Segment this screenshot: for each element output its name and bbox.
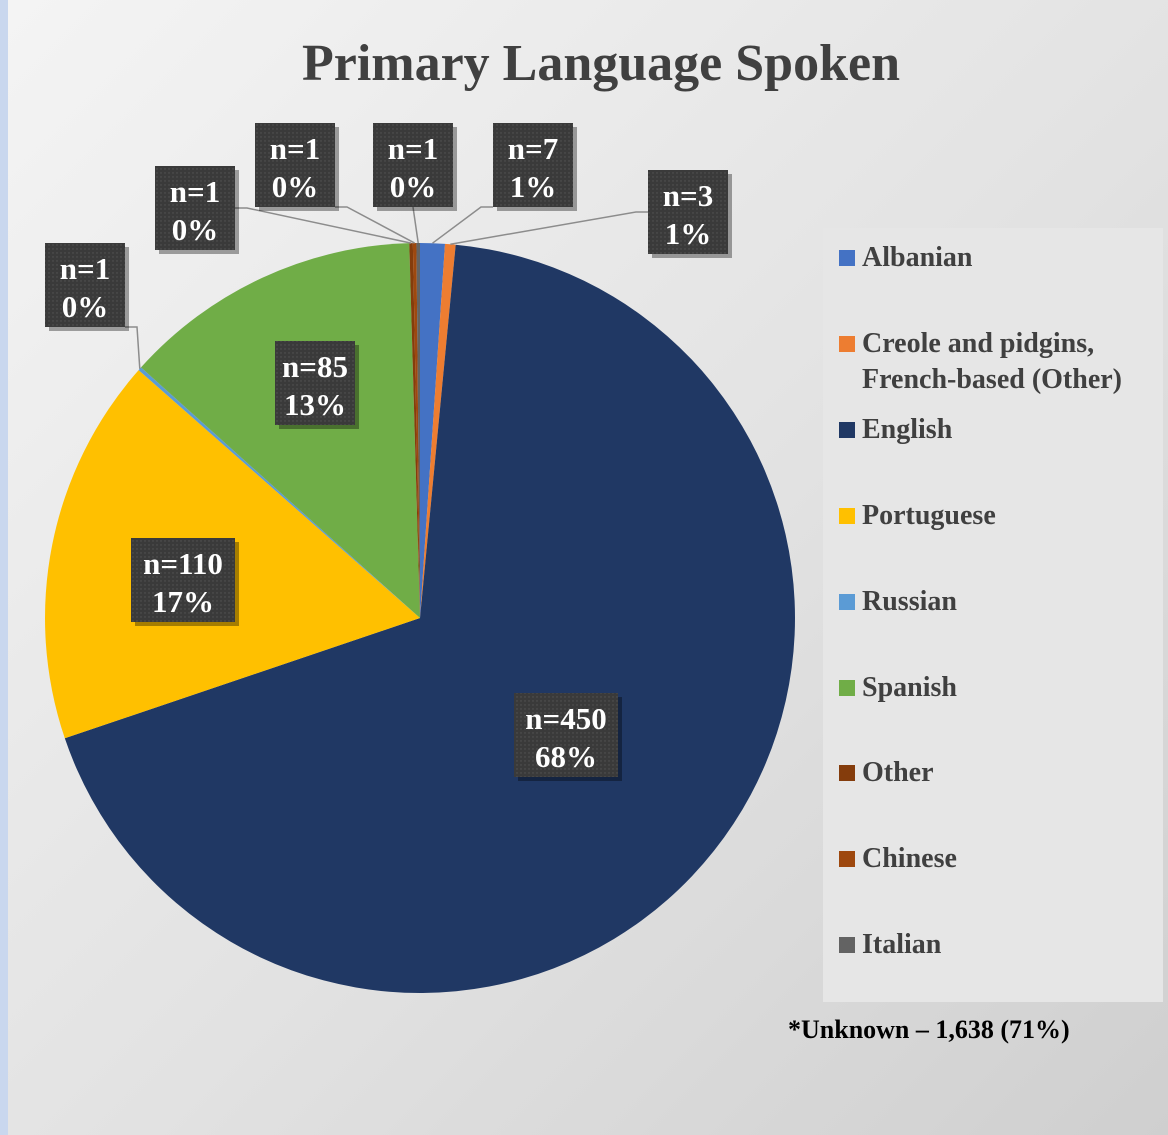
- data-label-count: n=110: [143, 546, 223, 581]
- legend-label: English: [862, 414, 953, 445]
- data-label-percent: 1%: [665, 216, 712, 251]
- legend-item: Other: [839, 755, 1162, 791]
- legend-item: Creole and pidgins, French-based (Other): [839, 326, 1162, 398]
- pie-slice: [141, 243, 420, 619]
- legend-item: Spanish: [839, 670, 1162, 706]
- label-box: [255, 123, 335, 207]
- data-label: n=1 0%: [388, 131, 438, 204]
- legend-swatch: [839, 680, 855, 696]
- data-label: n=1 0%: [60, 251, 110, 324]
- leader-line: [335, 206, 415, 244]
- pie-slice: [420, 243, 456, 618]
- data-label-percent: 0%: [62, 289, 109, 324]
- legend-item: Russian: [839, 584, 1162, 620]
- data-label-count: n=1: [270, 131, 320, 166]
- data-label: n=7 1%: [508, 131, 558, 204]
- legend-item: English: [839, 412, 1162, 448]
- label-box: [514, 693, 618, 777]
- label-box: [155, 166, 235, 250]
- legend-item: Portuguese: [839, 498, 1162, 534]
- legend-item: Albanian: [839, 240, 1162, 276]
- legend-label: Other: [862, 757, 934, 788]
- data-label-count: n=450: [525, 701, 606, 736]
- legend-swatch: [839, 250, 855, 266]
- legend-swatch: [839, 594, 855, 610]
- pie-slice: [420, 243, 446, 618]
- data-label-count: n=1: [170, 174, 220, 209]
- legend-label: Russian: [862, 586, 957, 617]
- chart-title: Primary Language Spoken: [302, 35, 900, 92]
- legend-label: Portuguese: [862, 500, 996, 531]
- label-box: [648, 170, 728, 254]
- label-box: [45, 243, 125, 327]
- leader-line: [432, 206, 493, 244]
- leader-line: [235, 207, 412, 244]
- legend-swatch: [839, 336, 855, 352]
- legend-item: Chinese: [839, 841, 1162, 877]
- legend-label: Albanian: [862, 242, 973, 273]
- label-box: [131, 538, 235, 622]
- pie-slice: [409, 243, 420, 618]
- data-label-percent: 1%: [510, 169, 557, 204]
- data-label: n=1 0%: [170, 174, 220, 247]
- legend-label: Chinese: [862, 843, 957, 874]
- data-label-percent: 0%: [272, 169, 319, 204]
- data-label: n=85 13%: [282, 349, 348, 422]
- data-label: n=1 0%: [270, 131, 320, 204]
- data-label-percent: 0%: [390, 169, 437, 204]
- pie-slice: [412, 243, 420, 619]
- label-box: [275, 341, 355, 425]
- data-label-percent: 17%: [152, 584, 214, 619]
- pie-slice: [64, 244, 795, 993]
- annotation: *Unknown – 1,638 (71%): [788, 1015, 1070, 1044]
- legend-swatch: [839, 937, 855, 953]
- data-label-percent: 13%: [284, 387, 346, 422]
- data-label-count: n=85: [282, 349, 348, 384]
- legend-label: Spanish: [862, 672, 957, 703]
- data-label-count: n=3: [663, 178, 713, 213]
- legend-label: Creole and pidgins, French-based (Other): [862, 328, 1122, 395]
- leader-line: [450, 211, 648, 245]
- data-label-count: n=1: [60, 251, 110, 286]
- data-label: n=450 68%: [525, 701, 606, 774]
- label-box: [373, 123, 453, 207]
- legend-label: Italian: [862, 929, 942, 960]
- legend-swatch: [839, 422, 855, 438]
- data-label-count: n=1: [388, 131, 438, 166]
- legend-item: Italian: [839, 927, 1162, 963]
- data-label-count: n=7: [508, 131, 558, 166]
- chart: Primary Language Spoken n=7 1% n=3 1%n=450 6…: [45, 35, 900, 993]
- label-box: [493, 123, 573, 207]
- data-label: n=3 1%: [663, 178, 713, 251]
- leader-line: [125, 326, 141, 369]
- pie-slice: [138, 367, 420, 618]
- data-label-percent: 68%: [535, 739, 597, 774]
- legend: Albanian Creole and pidgins, French-based…: [823, 228, 1163, 1002]
- legend-swatch: [839, 508, 855, 524]
- data-label: n=110 17%: [143, 546, 223, 619]
- pie-slice: [416, 243, 420, 618]
- legend-swatch: [839, 851, 855, 867]
- leader-line: [412, 206, 419, 244]
- legend-swatch: [839, 765, 855, 781]
- data-label-percent: 0%: [172, 212, 219, 247]
